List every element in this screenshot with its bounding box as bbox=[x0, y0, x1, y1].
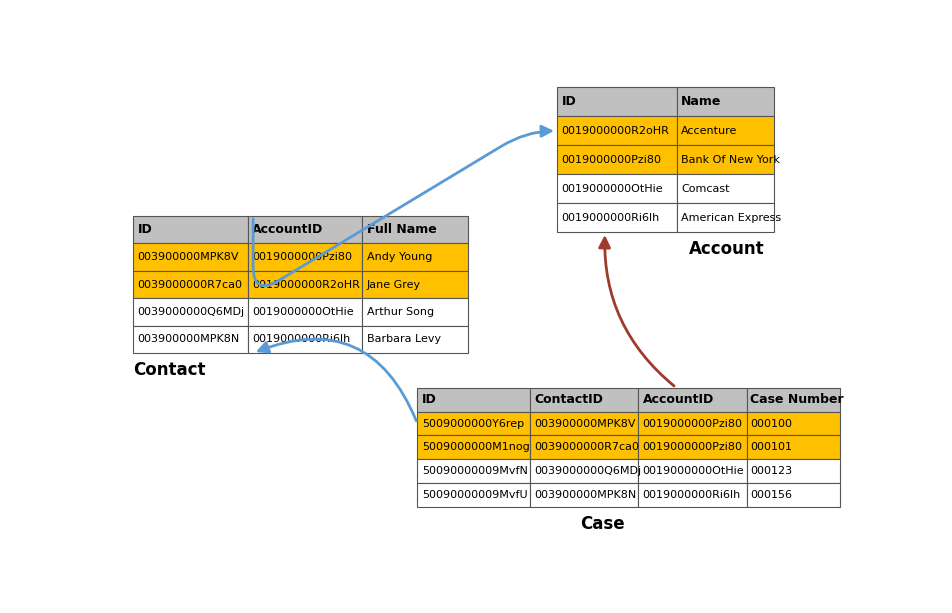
Text: 0019000000R2oHR: 0019000000R2oHR bbox=[562, 126, 669, 136]
Bar bbox=[133, 271, 248, 299]
Text: 0039000000R7ca0: 0039000000R7ca0 bbox=[137, 280, 243, 289]
Bar bbox=[638, 411, 746, 435]
Text: 0019000000Pzi80: 0019000000Pzi80 bbox=[562, 155, 662, 165]
Text: 5009000000Y6rep: 5009000000Y6rep bbox=[422, 419, 524, 428]
Bar bbox=[133, 326, 248, 353]
Text: 0019000000R2oHR: 0019000000R2oHR bbox=[252, 280, 360, 289]
Bar bbox=[746, 483, 840, 507]
Bar bbox=[638, 459, 746, 483]
Bar bbox=[557, 145, 677, 174]
Text: 003900000MPK8V: 003900000MPK8V bbox=[137, 252, 239, 262]
Bar bbox=[363, 216, 467, 243]
Text: Name: Name bbox=[681, 96, 722, 109]
Bar bbox=[677, 116, 774, 145]
Text: Comcast: Comcast bbox=[681, 184, 729, 194]
Text: 000123: 000123 bbox=[750, 466, 793, 476]
Text: ID: ID bbox=[422, 393, 437, 406]
Bar bbox=[746, 387, 840, 411]
Bar bbox=[417, 387, 529, 411]
Bar bbox=[638, 483, 746, 507]
Text: 000101: 000101 bbox=[750, 443, 792, 452]
Text: ID: ID bbox=[137, 223, 152, 236]
Text: Barbara Levy: Barbara Levy bbox=[367, 334, 441, 345]
Text: 003900000MPK8V: 003900000MPK8V bbox=[534, 419, 636, 428]
Bar bbox=[677, 88, 774, 116]
Bar bbox=[248, 299, 363, 326]
Text: Contact: Contact bbox=[133, 361, 206, 379]
Text: Andy Young: Andy Young bbox=[367, 252, 432, 262]
Bar bbox=[529, 483, 638, 507]
Text: 0019000000Pzi80: 0019000000Pzi80 bbox=[643, 443, 743, 452]
Text: Full Name: Full Name bbox=[367, 223, 436, 236]
Bar bbox=[417, 411, 529, 435]
Text: Jane Grey: Jane Grey bbox=[367, 280, 421, 289]
Text: Bank Of New York: Bank Of New York bbox=[681, 155, 780, 165]
Text: 0019000000OtHie: 0019000000OtHie bbox=[562, 184, 664, 194]
Text: AccountID: AccountID bbox=[643, 393, 714, 406]
Bar bbox=[746, 459, 840, 483]
Bar bbox=[133, 299, 248, 326]
Text: 5009000000M1nog: 5009000000M1nog bbox=[422, 443, 529, 452]
Bar bbox=[557, 204, 677, 232]
Bar bbox=[677, 174, 774, 204]
Text: 0019000000OtHie: 0019000000OtHie bbox=[252, 307, 354, 317]
Text: 0039000000R7ca0: 0039000000R7ca0 bbox=[534, 443, 639, 452]
Text: 0019000000Ri6lh: 0019000000Ri6lh bbox=[562, 213, 660, 223]
Text: Case Number: Case Number bbox=[750, 393, 844, 406]
Text: 000156: 000156 bbox=[750, 490, 792, 500]
Bar bbox=[638, 435, 746, 459]
Text: 000100: 000100 bbox=[750, 419, 792, 428]
Bar bbox=[248, 243, 363, 271]
Bar bbox=[417, 435, 529, 459]
Text: 50090000009MvfN: 50090000009MvfN bbox=[422, 466, 527, 476]
Text: 0019000000Ri6lh: 0019000000Ri6lh bbox=[252, 334, 350, 345]
Bar bbox=[417, 483, 529, 507]
Text: Arthur Song: Arthur Song bbox=[367, 307, 434, 317]
Text: Account: Account bbox=[688, 240, 764, 258]
Bar bbox=[557, 116, 677, 145]
Bar bbox=[248, 326, 363, 353]
Text: 0039000000Q6MDj: 0039000000Q6MDj bbox=[534, 466, 642, 476]
Bar bbox=[363, 326, 467, 353]
Bar bbox=[677, 204, 774, 232]
Bar bbox=[677, 145, 774, 174]
Text: 0019000000Pzi80: 0019000000Pzi80 bbox=[252, 252, 352, 262]
Bar bbox=[746, 411, 840, 435]
Bar bbox=[529, 387, 638, 411]
Bar bbox=[363, 271, 467, 299]
Text: ID: ID bbox=[562, 96, 576, 109]
Bar bbox=[248, 271, 363, 299]
Text: ContactID: ContactID bbox=[534, 393, 603, 406]
Bar bbox=[529, 459, 638, 483]
Bar bbox=[417, 459, 529, 483]
Text: 0019000000Ri6lh: 0019000000Ri6lh bbox=[643, 490, 741, 500]
Text: 0019000000Pzi80: 0019000000Pzi80 bbox=[643, 419, 743, 428]
Bar bbox=[746, 435, 840, 459]
Text: Accenture: Accenture bbox=[681, 126, 737, 136]
Text: 003900000MPK8N: 003900000MPK8N bbox=[137, 334, 240, 345]
Text: 0019000000OtHie: 0019000000OtHie bbox=[643, 466, 744, 476]
Bar bbox=[363, 243, 467, 271]
Bar bbox=[133, 216, 248, 243]
Bar bbox=[557, 88, 677, 116]
Bar bbox=[248, 216, 363, 243]
Text: 003900000MPK8N: 003900000MPK8N bbox=[534, 490, 636, 500]
Bar bbox=[557, 174, 677, 204]
Bar bbox=[638, 387, 746, 411]
Bar bbox=[133, 243, 248, 271]
Text: 50090000009MvfU: 50090000009MvfU bbox=[422, 490, 527, 500]
Text: 0039000000Q6MDj: 0039000000Q6MDj bbox=[137, 307, 245, 317]
Bar bbox=[529, 411, 638, 435]
Text: American Express: American Express bbox=[681, 213, 781, 223]
Text: AccountID: AccountID bbox=[252, 223, 324, 236]
Text: Case: Case bbox=[580, 515, 625, 533]
Bar bbox=[363, 299, 467, 326]
Bar bbox=[529, 435, 638, 459]
